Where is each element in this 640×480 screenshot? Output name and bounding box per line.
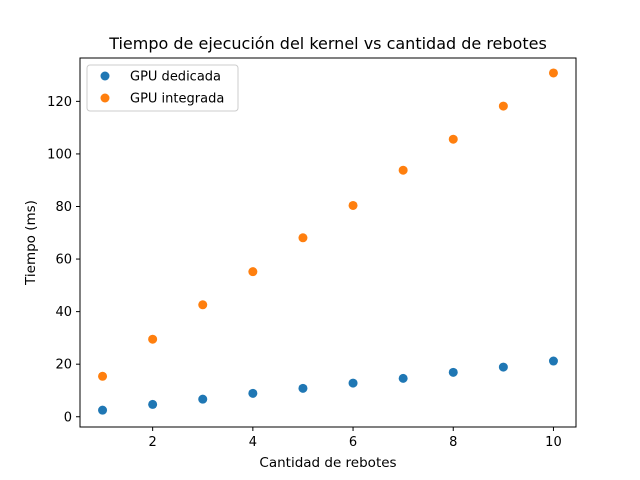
data-point	[298, 383, 308, 393]
data-point	[448, 134, 458, 144]
series-gpu-integrada	[98, 68, 558, 381]
y-tick-label: 60	[55, 253, 72, 268]
data-point	[148, 334, 158, 344]
data-point	[298, 233, 308, 243]
data-point	[248, 388, 258, 398]
legend-marker-gpu-integrada	[100, 93, 110, 103]
legend: GPU dedicada GPU integrada	[86, 64, 239, 112]
legend-frame	[86, 64, 239, 112]
data-point	[348, 378, 358, 388]
x-axis-ticks: 2 4 6 8 10	[149, 427, 562, 450]
plot-area	[80, 58, 576, 427]
x-axis-label: Cantidad de rebotes	[259, 455, 396, 471]
y-tick-label: 100	[47, 147, 72, 162]
data-point	[348, 200, 358, 210]
data-point	[198, 300, 208, 310]
x-tick-label: 10	[545, 435, 562, 450]
data-marks	[98, 68, 558, 415]
y-tick-label: 40	[55, 305, 72, 320]
x-tick-label: 2	[149, 435, 157, 450]
data-point	[498, 362, 508, 372]
x-tick-label: 4	[249, 435, 257, 450]
data-point	[548, 68, 558, 78]
y-tick-label: 80	[55, 200, 72, 215]
y-tick-label: 120	[47, 95, 72, 110]
data-point	[448, 367, 458, 377]
x-tick-label: 8	[449, 435, 457, 450]
data-point	[148, 399, 158, 409]
data-point	[198, 394, 208, 404]
chart-title: Tiempo de ejecución del kernel vs cantid…	[108, 34, 547, 53]
legend-label-gpu-integrada: GPU integrada	[130, 92, 224, 107]
x-tick-label: 6	[349, 435, 357, 450]
data-point	[398, 373, 408, 383]
legend-label-gpu-dedicada: GPU dedicada	[130, 70, 221, 85]
data-point	[98, 405, 108, 415]
data-point	[498, 101, 508, 111]
plot-frame	[79, 57, 577, 428]
legend-marker-gpu-dedicada	[100, 71, 110, 81]
data-point	[548, 356, 558, 366]
y-axis-label: Tiempo (ms)	[23, 200, 39, 286]
y-axis-ticks: 0 20 40 60 80 100 120	[47, 95, 80, 425]
data-point	[98, 371, 108, 381]
data-point	[398, 165, 408, 175]
series-gpu-dedicada	[98, 356, 558, 415]
y-tick-label: 0	[64, 410, 72, 425]
data-point	[248, 267, 258, 277]
y-tick-label: 20	[55, 358, 72, 373]
